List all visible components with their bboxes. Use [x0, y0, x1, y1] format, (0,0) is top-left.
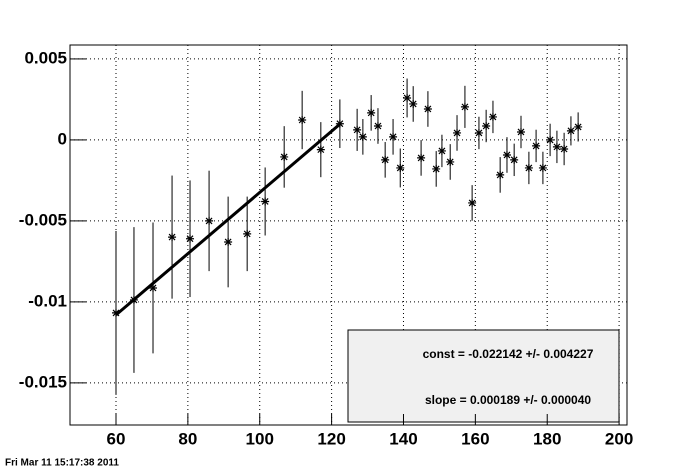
x-tick-label: 60 — [107, 429, 126, 448]
marker — [446, 157, 455, 166]
marker — [396, 163, 405, 172]
x-tick-label: 160 — [461, 429, 489, 448]
y-tick-label: 0.005 — [24, 48, 67, 67]
marker — [261, 197, 270, 206]
marker — [496, 170, 505, 179]
plot — [111, 78, 583, 395]
marker — [381, 155, 390, 164]
marker — [358, 132, 367, 141]
stats-box — [347, 329, 620, 423]
x-tick-label: 200 — [605, 429, 633, 448]
marker — [552, 142, 561, 151]
x-tick-label: 120 — [317, 429, 345, 448]
marker — [243, 229, 252, 238]
marker — [403, 93, 412, 102]
marker — [453, 128, 462, 137]
marker — [224, 237, 233, 246]
stats-slope: slope = 0.000189 +/- 0.000040 — [425, 393, 591, 407]
marker — [373, 121, 382, 130]
y-tick-label: -0.015 — [19, 372, 67, 391]
marker — [389, 132, 398, 141]
marker — [417, 153, 426, 162]
marker — [546, 135, 555, 144]
marker — [205, 216, 214, 225]
marker — [560, 144, 569, 153]
marker — [298, 115, 307, 124]
marker — [186, 234, 195, 243]
marker — [335, 119, 344, 128]
marker — [502, 150, 511, 159]
y-tick-label: -0.005 — [19, 210, 67, 229]
fit-line — [115, 123, 341, 317]
marker — [437, 146, 446, 155]
marker — [423, 104, 432, 113]
marker — [409, 99, 418, 108]
marker — [168, 233, 177, 242]
marker — [538, 163, 547, 172]
x-tick-label: 100 — [246, 429, 274, 448]
marker — [532, 141, 541, 150]
timestamp: Fri Mar 11 15:17:38 2011 — [5, 458, 119, 469]
x-tick-label: 180 — [533, 429, 561, 448]
marker — [488, 112, 497, 121]
marker — [468, 198, 477, 207]
y-tick-label: 0 — [58, 129, 67, 148]
marker — [482, 121, 491, 130]
marker — [432, 164, 441, 173]
marker — [280, 152, 289, 161]
marker — [516, 127, 525, 136]
marker — [574, 122, 583, 131]
marker — [149, 283, 158, 292]
marker — [367, 108, 376, 117]
stats-const: const = -0.022142 +/- 0.004227 — [423, 347, 594, 361]
x-tick-label: 80 — [178, 429, 197, 448]
marker — [474, 128, 483, 137]
marker — [510, 155, 519, 164]
marker — [566, 126, 575, 135]
y-tick-label: -0.01 — [28, 291, 67, 310]
marker — [111, 308, 120, 317]
x-tick-label: 140 — [389, 429, 417, 448]
marker — [460, 102, 469, 111]
marker — [316, 145, 325, 154]
marker — [353, 125, 362, 134]
frame — [69, 44, 628, 426]
marker — [524, 163, 533, 172]
